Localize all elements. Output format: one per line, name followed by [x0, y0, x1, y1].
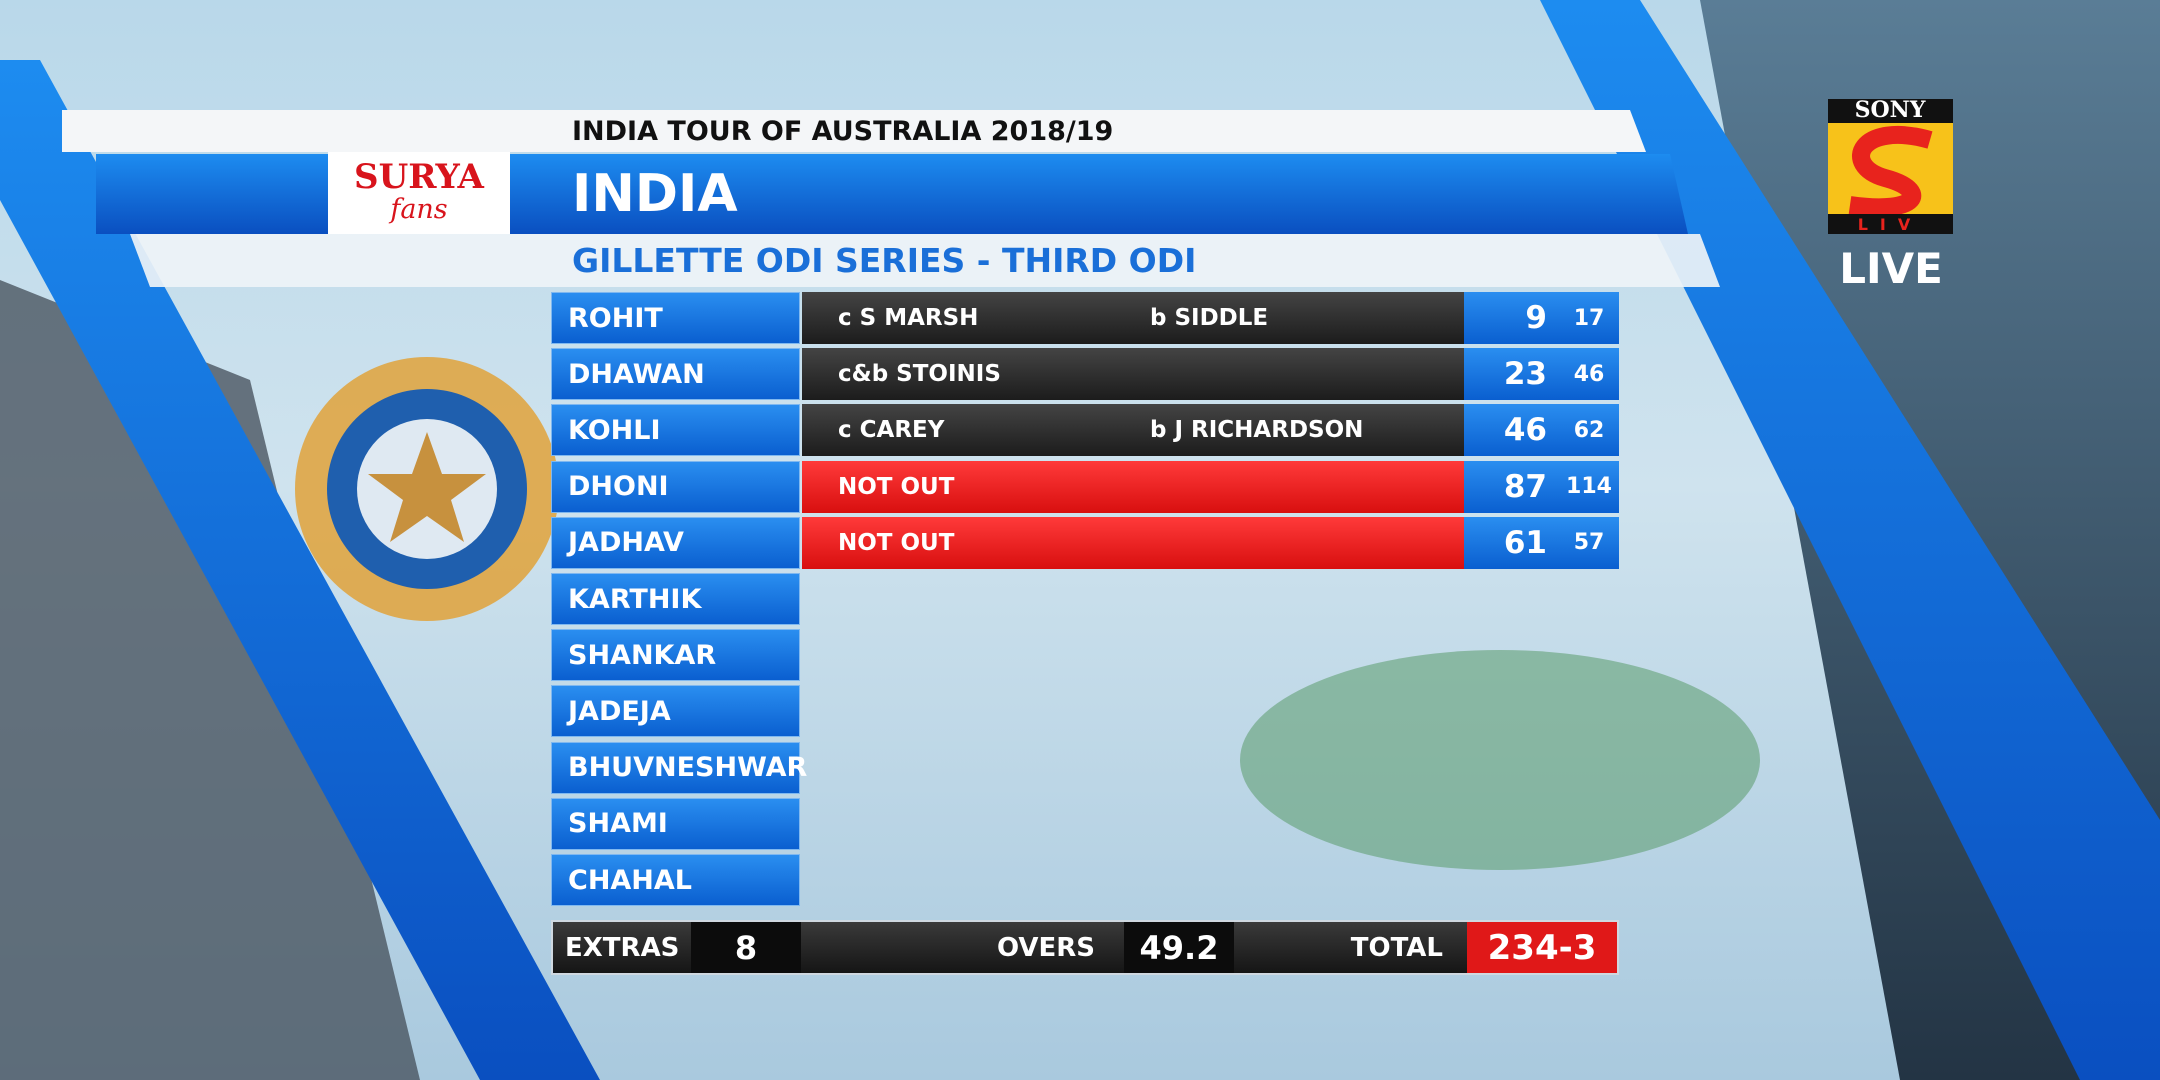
batsman-row: JADEJA [551, 685, 1619, 738]
batsman-name: ROHIT [551, 292, 800, 344]
sponsor-name: SURYA [354, 157, 484, 197]
batsman-row: CHAHAL [551, 854, 1619, 906]
team-name: INDIA [572, 164, 738, 224]
batsman-name: JADEJA [551, 685, 800, 738]
broadcaster-service: LIV [1858, 215, 1923, 234]
broadcaster-brand: SONY [1855, 97, 1926, 123]
batsman-row: KOHLI c CAREY b J RICHARDSON 46 62 [551, 404, 1619, 457]
overs-label: OVERS [996, 932, 1095, 963]
batsman-name: DHAWAN [551, 348, 800, 401]
dismissal: c CAREY [838, 417, 945, 444]
batsman-row: ROHIT c S MARSH b SIDDLE 9 17 [551, 292, 1619, 344]
sponsor-logo: SURYA fans [328, 152, 510, 234]
total-value: 234-3 [1467, 922, 1617, 973]
bowler: b SIDDLE [1150, 305, 1269, 331]
score-cell: 23 46 [1464, 348, 1619, 401]
runs: 61 [1503, 524, 1547, 561]
batsman-name: SHAMI [551, 797, 800, 850]
score-cell: 46 62 [1464, 404, 1619, 457]
balls: 17 [1573, 305, 1605, 331]
series-title: GILLETTE ODI SERIES - THIRD ODI [572, 241, 1197, 280]
balls: 46 [1573, 361, 1605, 387]
overs-value: 49.2 [1124, 922, 1234, 973]
dismissal-cell: NOT OUT [802, 460, 1464, 513]
tour-title: INDIA TOUR OF AUSTRALIA 2018/19 [62, 110, 1646, 152]
score-cell: 61 57 [1464, 516, 1619, 569]
batsman-name: CHAHAL [551, 854, 800, 906]
dismissal-cell: NOT OUT [802, 516, 1464, 569]
balls: 62 [1573, 417, 1605, 443]
dismissal-cell: c S MARSH b SIDDLE [802, 292, 1464, 344]
total-label: TOTAL [1350, 932, 1443, 963]
summary-bar: EXTRAS 8 OVERS 49.2 TOTAL 234-3 [551, 920, 1619, 975]
runs: 87 [1503, 468, 1547, 505]
batsman-row: SHAMI [551, 797, 1619, 850]
batsman-name: DHONI [551, 460, 800, 513]
runs: 9 [1525, 300, 1547, 336]
bowler: b J RICHARDSON [1150, 417, 1364, 444]
batsman-name: SHANKAR [551, 629, 800, 682]
batsman-name: BHUVNESHWAR [551, 741, 807, 794]
batsman-row: JADHAV NOT OUT 61 57 [551, 516, 1619, 569]
batsman-row: DHAWAN c&b STOINIS 23 46 [551, 348, 1619, 401]
dismissal: NOT OUT [838, 473, 955, 500]
score-cell: 87 114 [1464, 460, 1619, 513]
balls: 114 [1566, 474, 1612, 500]
extras-label: EXTRAS [565, 932, 680, 963]
sponsor-tagline: fans [390, 194, 448, 225]
extras-value: 8 [691, 922, 801, 973]
tour-title-text: INDIA TOUR OF AUSTRALIA 2018/19 [572, 115, 1114, 147]
dismissal-cell: c&b STOINIS [802, 348, 1464, 401]
batsman-name: KOHLI [551, 404, 800, 457]
score-cell: 9 17 [1464, 292, 1619, 344]
dismissal: c S MARSH [838, 305, 979, 331]
dismissal: NOT OUT [838, 529, 955, 556]
runs: 23 [1503, 356, 1547, 393]
batsman-row: BHUVNESHWAR [551, 741, 1619, 794]
dismissal: c&b STOINIS [838, 361, 1001, 388]
live-indicator: LIVE [1839, 244, 1943, 293]
broadcaster-logo [1828, 99, 1953, 234]
dismissal-cell: c CAREY b J RICHARDSON [802, 404, 1464, 457]
batsman-name: JADHAV [551, 516, 800, 569]
batsman-row: DHONI NOT OUT 87 114 [551, 460, 1619, 513]
board-logo [295, 357, 559, 621]
batsman-name: KARTHIK [551, 573, 800, 625]
balls: 57 [1573, 530, 1605, 556]
batsman-row: KARTHIK [551, 573, 1619, 625]
batsman-row: SHANKAR [551, 629, 1619, 682]
runs: 46 [1503, 412, 1547, 449]
